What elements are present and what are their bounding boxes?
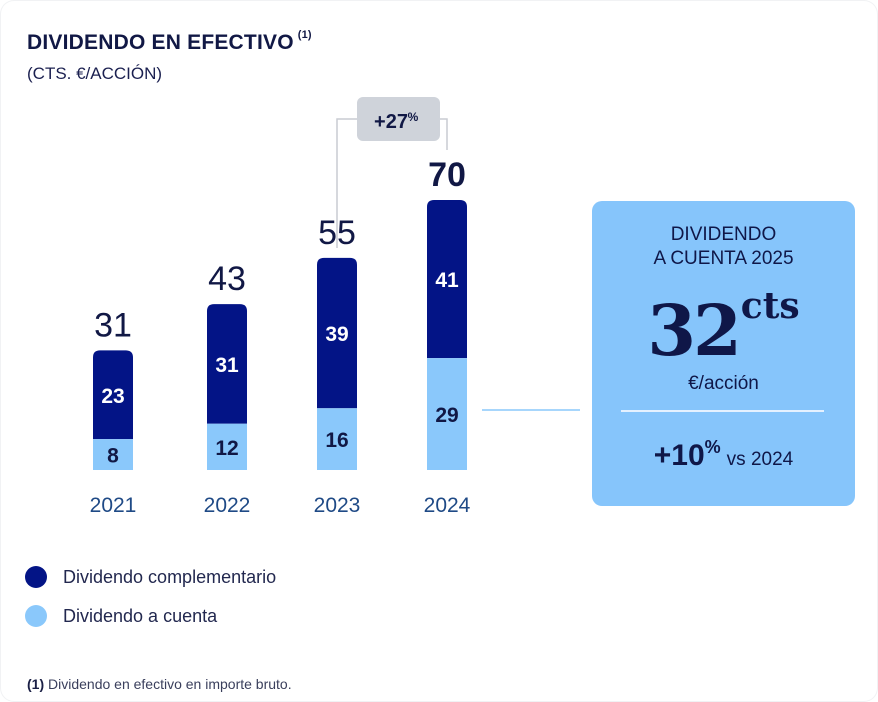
card-value: 32cts: [592, 285, 855, 372]
bar-total-label: 31: [94, 306, 132, 344]
chart-title: DIVIDENDO EN EFECTIVO (1): [27, 29, 312, 55]
bar-label-complementario: 41: [435, 269, 459, 292]
legend-swatch-dark: [25, 566, 47, 588]
bar-segment-a-cuenta: [427, 358, 467, 470]
bar-label-a-cuenta: 8: [107, 445, 119, 468]
card-per-share: €/acción: [688, 373, 759, 394]
x-tick-label: 2022: [204, 494, 251, 517]
interim-dividend-card: DIVIDENDO A CUENTA 2025 32cts €/acción +…: [592, 201, 855, 506]
x-tick-label: 2023: [314, 494, 361, 517]
card-heading-line2: A CUENTA 2025: [653, 248, 794, 269]
x-tick-label: 2021: [90, 494, 137, 517]
growth-badge: [357, 97, 440, 141]
title-footnote-marker: (1): [297, 29, 312, 41]
card-heading: DIVIDENDO A CUENTA 2025: [592, 223, 855, 271]
bar-label-complementario: 23: [101, 385, 124, 408]
growth-badge-label: +27: [374, 111, 408, 133]
growth-badge-suffix: %: [408, 110, 419, 124]
bar-segment-complementario: [427, 200, 467, 359]
card-growth-compare: vs 2024: [726, 449, 794, 470]
bar-segment-a-cuenta: [207, 423, 247, 470]
bar-segment-complementario: [207, 304, 247, 424]
chart-subtitle: (CTS. €/ACCIÓN): [27, 64, 163, 83]
bar-segment-complementario: [93, 350, 133, 440]
card-heading-line1: DIVIDENDO: [670, 224, 777, 245]
bar-segment-complementario: [317, 257, 357, 409]
x-tick-label: 2024: [424, 494, 471, 517]
footnote: (1) Dividendo en efectivo en importe bru…: [27, 676, 292, 692]
card-divider: [621, 410, 824, 412]
bar-label-a-cuenta: 29: [435, 404, 458, 427]
bar-segment-a-cuenta: [93, 439, 133, 470]
footnote-text: Dividendo en efectivo en importe bruto.: [44, 676, 292, 692]
bar-segment-a-cuenta: [317, 408, 357, 470]
card-growth-value: +10: [653, 439, 705, 472]
bar-label-complementario: 39: [325, 323, 348, 346]
footnote-marker: (1): [27, 676, 45, 692]
card-growth: +10%vs 2024: [592, 437, 855, 473]
bar-label-a-cuenta: 16: [325, 429, 348, 452]
card-value-number: 32: [647, 289, 741, 372]
legend-label: Dividendo complementario: [63, 566, 277, 587]
bar-label-a-cuenta: 12: [215, 437, 238, 460]
legend-item-complementario: Dividendo complementario: [25, 566, 276, 588]
card-value-unit: cts: [740, 285, 800, 327]
legend-swatch-light: [25, 605, 47, 627]
bar-total-label: 70: [428, 156, 466, 194]
bar-label-complementario: 31: [215, 354, 239, 377]
chart-title-text: DIVIDENDO EN EFECTIVO: [27, 31, 294, 54]
legend-item-a-cuenta: Dividendo a cuenta: [25, 605, 217, 627]
card-growth-suffix: %: [704, 437, 721, 457]
legend-label: Dividendo a cuenta: [63, 605, 218, 626]
bar-total-label: 43: [208, 260, 246, 298]
